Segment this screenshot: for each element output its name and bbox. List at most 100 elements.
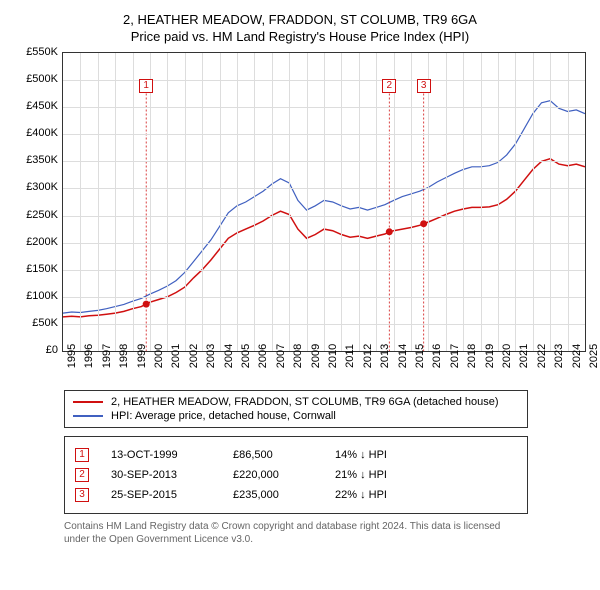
grid-line-v <box>376 53 377 351</box>
x-axis-label: 2004 <box>223 344 235 368</box>
grid-line-v <box>446 53 447 351</box>
x-axis-label: 2011 <box>344 344 356 368</box>
x-axis-label: 2009 <box>310 344 322 368</box>
y-axis-label: £450K <box>14 100 58 112</box>
grid-line-v <box>202 53 203 351</box>
chart-area: 1 2 3 £0 £50K £100K £150K £200K £250K £300K £350K… <box>14 52 586 382</box>
annotation-date: 30-SEP-2013 <box>111 469 211 481</box>
x-axis-label: 2022 <box>536 344 548 368</box>
grid-line-v <box>481 53 482 351</box>
grid-line-v <box>98 53 99 351</box>
annotation-price: £235,000 <box>233 489 313 501</box>
y-axis-label: £100K <box>14 290 58 302</box>
y-axis-label: £300K <box>14 181 58 193</box>
x-axis-label: 1996 <box>83 344 95 368</box>
grid-line-v <box>185 53 186 351</box>
grid-line-v <box>272 53 273 351</box>
x-axis-label: 2010 <box>327 344 339 368</box>
annotation-marker: 1 <box>139 79 153 93</box>
grid-line-v <box>237 53 238 351</box>
grid-line-v <box>411 53 412 351</box>
annotation-table-row: 1 13-OCT-1999 £86,500 14% ↓ HPI <box>75 445 517 465</box>
x-axis-label: 2005 <box>240 344 252 368</box>
annotation-table: 1 13-OCT-1999 £86,500 14% ↓ HPI 2 30-SEP-2013… <box>64 436 528 514</box>
x-axis-label: 2016 <box>431 344 443 368</box>
x-axis-label: 1997 <box>101 344 113 368</box>
x-axis-label: 2015 <box>414 344 426 368</box>
x-axis-label: 2024 <box>571 344 583 368</box>
annotation-delta: 21% ↓ HPI <box>335 469 435 481</box>
x-axis-label: 2012 <box>362 344 374 368</box>
chart-container: 2, HEATHER MEADOW, FRADDON, ST COLUMB, T… <box>0 0 600 556</box>
legend-row: HPI: Average price, detached house, Corn… <box>73 409 519 423</box>
legend-label: 2, HEATHER MEADOW, FRADDON, ST COLUMB, T… <box>111 396 499 408</box>
annotation-table-row: 2 30-SEP-2013 £220,000 21% ↓ HPI <box>75 465 517 485</box>
annotation-marker: 2 <box>382 79 396 93</box>
legend-label: HPI: Average price, detached house, Corn… <box>111 410 336 422</box>
x-axis-label: 2021 <box>518 344 530 368</box>
grid-line-v <box>254 53 255 351</box>
annotation-date: 13-OCT-1999 <box>111 449 211 461</box>
grid-line-v <box>533 53 534 351</box>
legend: 2, HEATHER MEADOW, FRADDON, ST COLUMB, T… <box>64 390 528 428</box>
x-axis-label: 2017 <box>449 344 461 368</box>
annotation-price: £86,500 <box>233 449 313 461</box>
grid-line-v <box>167 53 168 351</box>
x-axis-label: 2014 <box>397 344 409 368</box>
x-axis-label: 2007 <box>275 344 287 368</box>
legend-row: 2, HEATHER MEADOW, FRADDON, ST COLUMB, T… <box>73 395 519 409</box>
grid-line-v <box>359 53 360 351</box>
grid-line-v <box>150 53 151 351</box>
y-axis-label: £0 <box>14 344 58 356</box>
grid-line-v <box>307 53 308 351</box>
annotation-marker: 3 <box>75 488 89 502</box>
x-axis-label: 2013 <box>379 344 391 368</box>
y-axis-label: £200K <box>14 236 58 248</box>
x-axis-label: 2023 <box>553 344 565 368</box>
grid-line-v <box>324 53 325 351</box>
grid-line-v <box>498 53 499 351</box>
footnote: Contains HM Land Registry data © Crown c… <box>64 520 528 546</box>
y-axis-label: £250K <box>14 209 58 221</box>
grid-line-v <box>115 53 116 351</box>
grid-line-v <box>550 53 551 351</box>
x-axis-label: 1999 <box>136 344 148 368</box>
grid-line-v <box>428 53 429 351</box>
legend-swatch <box>73 415 103 417</box>
legend-swatch <box>73 401 103 403</box>
chart-subtitle: Price paid vs. HM Land Registry's House … <box>14 29 586 44</box>
y-axis-label: £400K <box>14 127 58 139</box>
x-axis-label: 1995 <box>66 344 78 368</box>
y-axis-label: £350K <box>14 154 58 166</box>
grid-line-v <box>133 53 134 351</box>
grid-line-v <box>289 53 290 351</box>
annotation-marker: 1 <box>75 448 89 462</box>
x-axis-label: 2001 <box>170 344 182 368</box>
x-axis-label: 1998 <box>118 344 130 368</box>
y-axis-label: £150K <box>14 263 58 275</box>
grid-line-v <box>463 53 464 351</box>
x-axis-label: 2025 <box>588 344 600 368</box>
annotation-marker: 2 <box>75 468 89 482</box>
annotation-date: 25-SEP-2015 <box>111 489 211 501</box>
x-axis-label: 2020 <box>501 344 513 368</box>
x-axis-label: 2003 <box>205 344 217 368</box>
x-axis-label: 2018 <box>466 344 478 368</box>
annotation-price: £220,000 <box>233 469 313 481</box>
y-axis-label: £550K <box>14 46 58 58</box>
plot-background: 1 2 3 <box>62 52 586 352</box>
annotation-delta: 22% ↓ HPI <box>335 489 435 501</box>
x-axis-label: 2019 <box>484 344 496 368</box>
y-axis-label: £50K <box>14 317 58 329</box>
grid-line-v <box>80 53 81 351</box>
x-axis-label: 2006 <box>257 344 269 368</box>
grid-line-v <box>220 53 221 351</box>
grid-line-v <box>341 53 342 351</box>
grid-line-v <box>515 53 516 351</box>
y-axis-label: £500K <box>14 73 58 85</box>
grid-line-v <box>568 53 569 351</box>
annotation-marker: 3 <box>417 79 431 93</box>
x-axis-label: 2002 <box>188 344 200 368</box>
annotation-delta: 14% ↓ HPI <box>335 449 435 461</box>
annotation-table-row: 3 25-SEP-2015 £235,000 22% ↓ HPI <box>75 485 517 505</box>
